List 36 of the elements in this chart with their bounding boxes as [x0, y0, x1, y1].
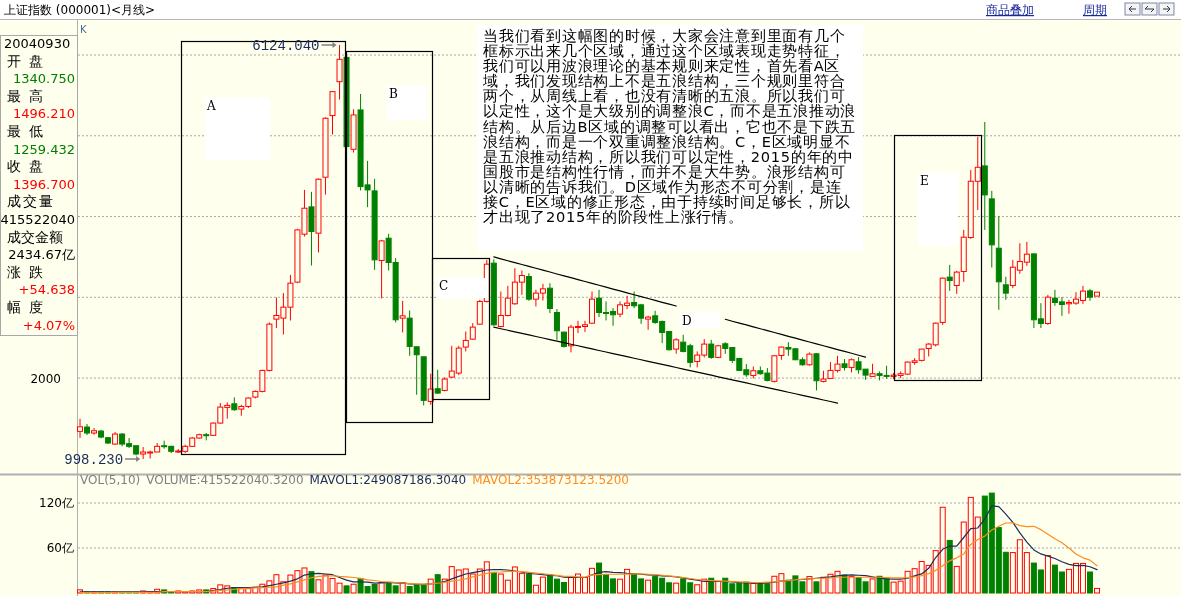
- annotation: E: [920, 174, 929, 188]
- annotation: B: [389, 87, 398, 101]
- text: K: [80, 24, 87, 35]
- annotation: VOLUME:415522040.3200: [146, 472, 304, 487]
- text: 开 盘: [7, 52, 46, 69]
- text: +54.638: [18, 282, 75, 298]
- text: 商品叠加: [986, 3, 1034, 17]
- text: 涨 跌: [7, 263, 46, 280]
- text: 1396.700: [12, 176, 75, 192]
- annotation: 6124.040: [252, 38, 320, 54]
- text: 2000: [30, 372, 61, 386]
- annotation: 998.230: [64, 452, 124, 468]
- text: 1259.432: [12, 141, 75, 157]
- text: 成交金额: [7, 228, 63, 245]
- y-tick-label: 60亿: [46, 541, 74, 555]
- text: 成交量: [7, 193, 55, 210]
- text: 最 高: [7, 87, 46, 104]
- text: 415522040: [0, 212, 75, 227]
- text: 1496.210: [12, 106, 75, 122]
- annotation: D: [682, 314, 692, 328]
- text: MAVOL1:249087186.3040: [309, 472, 467, 487]
- annotation: VOL(5,10): [80, 472, 141, 487]
- text: 周期: [1083, 3, 1107, 17]
- text: 1340.750: [12, 71, 75, 87]
- text: MAVOL2:353873123.5200: [472, 472, 629, 487]
- text: 最 低: [7, 123, 46, 139]
- y-tick-label: 120亿: [39, 496, 74, 510]
- text: 当我们看到这幅图的时候，大家会注意到里面有几个框标示出来几个区域，通过这个区域表现走势特征，我们可以用波浪理论的基本规则来定性，首先看A区域，我们发现结构上不是五浪结构，三个规则里符合两个，从周线上看，也没有清晰的五浪。所以我们可以定性，这个是大级别的调整浪C，而不是五浪推动浪结构。从后边B区域的调整可以看出，它也不是下跌五浪结构，而是一个双重调整浪结构。C，E区域明显不是五浪推动结构，所以我们可以定性，2015的年的中国股市是结构性行情，而并不是大牛势。浪形结构可以清晰的告诉我们。D区域作为形态不可分割，是连接C，E区域的修正形态，由于持续时间足够长，所以才出现了2015年的阶段性上涨行情。: [483, 27, 857, 226]
- text: +4.07%: [22, 317, 75, 333]
- text: 收 盘: [7, 158, 46, 175]
- text: 幅 度: [7, 299, 46, 315]
- annotation: A: [206, 99, 216, 113]
- chart-title: 上证指数 (000001)<月线>: [4, 3, 156, 17]
- text: 20040930: [4, 36, 71, 51]
- text: 2434.67亿: [8, 247, 75, 263]
- annotation: C: [439, 279, 449, 293]
